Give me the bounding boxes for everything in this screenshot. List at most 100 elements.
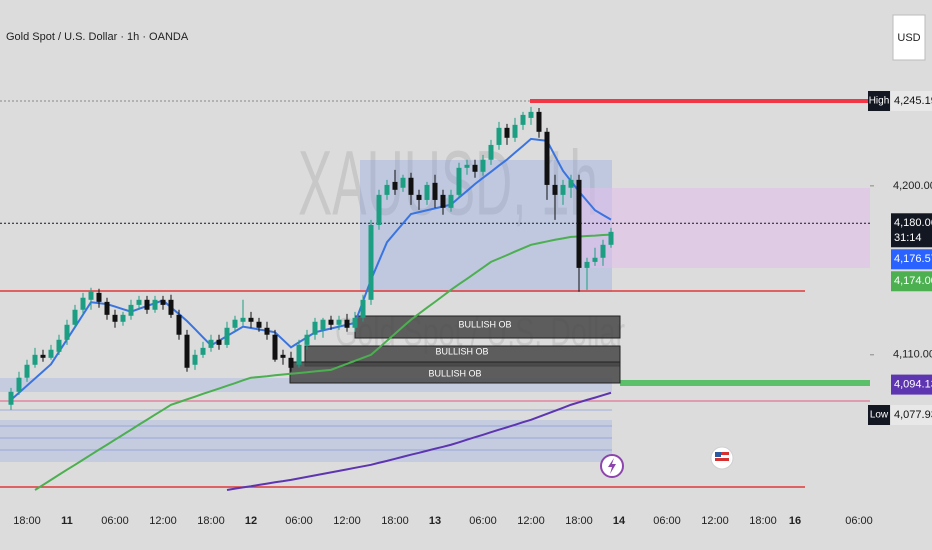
x-tick-label: 06:00 (845, 515, 873, 527)
candle-body (320, 319, 326, 330)
candle-body (32, 354, 38, 365)
level-band (620, 380, 870, 386)
x-tick-label: 14 (613, 515, 626, 527)
x-tick-label: 18:00 (13, 515, 41, 527)
x-tick-label: 12:00 (149, 515, 177, 527)
candle-body (168, 299, 174, 315)
candle-body (464, 164, 470, 168)
candle-body (496, 127, 502, 145)
x-tick-label: 18:00 (565, 515, 593, 527)
y-tick-label: 4,110.000 (893, 349, 932, 361)
candle-body (128, 304, 134, 316)
countdown-label: 31:14 (894, 232, 922, 244)
candle-body (144, 299, 150, 310)
candle-body (392, 181, 398, 190)
price-badge-label: 4,180.065 (894, 217, 932, 229)
candle-body (184, 334, 190, 368)
candle-body (192, 354, 198, 365)
currency-button[interactable] (892, 14, 926, 61)
candle-body (520, 114, 526, 125)
candle-body (472, 164, 478, 172)
price-badge-label: 4,174.007 (894, 275, 932, 287)
candle-body (24, 364, 30, 378)
candle-body (584, 261, 590, 268)
price-badge-tag: Low (870, 410, 889, 421)
candle-body (216, 339, 222, 345)
candle-body (272, 334, 278, 360)
price-badge-tag: High (869, 96, 890, 107)
candle-body (400, 177, 406, 188)
candle-body (504, 127, 510, 138)
price-badge-label: 4,176.570 (894, 253, 932, 265)
candle-body (456, 167, 462, 195)
candle-body (512, 124, 518, 138)
x-tick-label: 16 (789, 515, 801, 527)
x-tick-label: 18:00 (381, 515, 409, 527)
order-block-label: BULLISH OB (428, 368, 481, 378)
candle-body (344, 319, 350, 328)
event-icon (600, 454, 624, 478)
x-tick-label: 12:00 (517, 515, 545, 527)
price-badge-box (891, 91, 932, 112)
x-tick-label: 12:00 (701, 515, 729, 527)
candle-body (280, 354, 286, 358)
candle-body (112, 314, 118, 322)
candle-body (152, 299, 158, 310)
zone-box (578, 188, 870, 268)
moving-average-line (226, 391, 612, 491)
price-badge-label: 4,245.195 (894, 95, 932, 107)
price-badge: 4,094.134 (891, 374, 932, 395)
y-tick-label: 4,200.000 (893, 180, 932, 192)
candle-body (304, 334, 310, 345)
x-tick-label: 06:00 (101, 515, 129, 527)
candle-body (488, 144, 494, 160)
candle-body (480, 159, 486, 172)
candle-body (40, 354, 46, 358)
candle-body (80, 297, 86, 310)
candle-body (592, 257, 598, 262)
price-badge: 4,176.570 (891, 249, 932, 270)
candle-body (208, 339, 214, 348)
candle-body (296, 344, 302, 365)
price-badge: 4,180.065 31:14 (891, 213, 932, 248)
candle-body (544, 131, 550, 185)
price-badge-box (891, 374, 932, 395)
candle-body (64, 324, 70, 340)
x-tick-label: 12 (245, 515, 257, 527)
candle-body (200, 347, 206, 355)
candle-body (376, 194, 382, 225)
x-tick-label: 13 (429, 515, 441, 527)
price-badge-box (891, 405, 932, 426)
candle-body (408, 177, 414, 195)
x-tick-label: 06:00 (285, 515, 313, 527)
candle-body (360, 299, 366, 318)
candle-body (432, 182, 438, 200)
candle-body (232, 319, 238, 328)
moving-average-line (10, 137, 612, 401)
candle-body (536, 111, 542, 132)
candle-body (16, 377, 22, 392)
moving-average-line (34, 233, 612, 491)
candle-body (448, 194, 454, 208)
candle-body (48, 349, 54, 358)
candle-body (264, 327, 270, 335)
candle-body (368, 224, 374, 300)
plot-layer: XAUUSD, 1hGold Spot / U.S. DollarBULLISH… (0, 91, 932, 527)
candle-body (312, 321, 318, 335)
candle-body (352, 317, 358, 328)
candle-body (120, 314, 126, 322)
candle-body (328, 319, 334, 325)
candle-body (288, 357, 294, 368)
candle-body (576, 179, 582, 268)
price-badge: 4,077.935 Low (868, 405, 932, 426)
candle-body (160, 299, 166, 305)
price-badge-box (891, 249, 932, 270)
price-badge-box (891, 271, 932, 292)
order-block-label: BULLISH OB (435, 346, 488, 356)
candle-body (568, 179, 574, 188)
candle-body (256, 321, 262, 328)
candle-body (552, 184, 558, 195)
